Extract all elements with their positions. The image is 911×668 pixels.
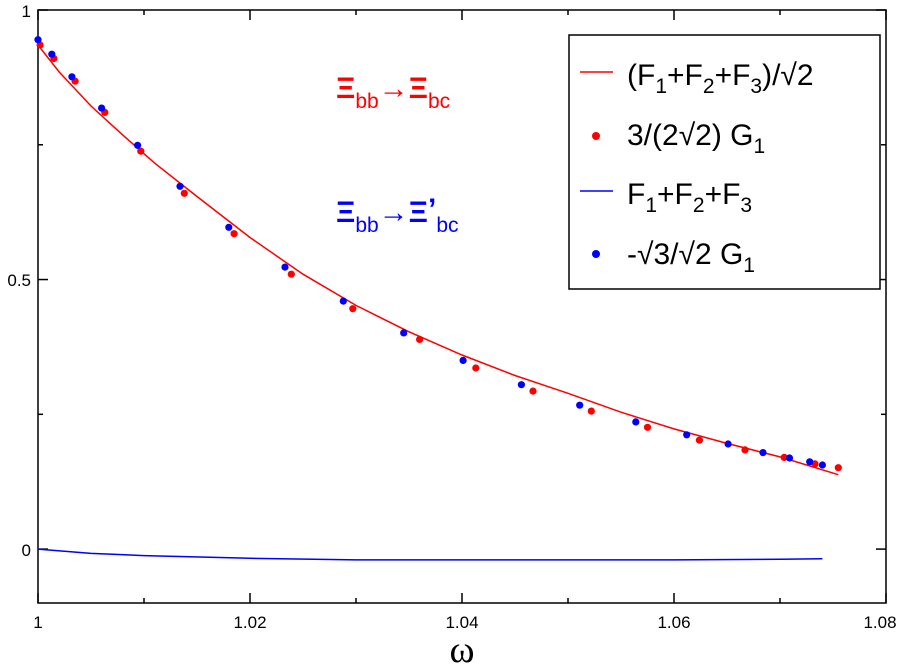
svg-text:Ξbb→Ξbc: Ξbb→Ξbc <box>336 72 450 113</box>
annotation-red: Ξbb→Ξbc <box>336 72 450 113</box>
data-point-series-1 <box>137 147 145 155</box>
data-point-series-3 <box>517 381 526 389</box>
data-point-series-1 <box>695 436 704 444</box>
data-point-series-3 <box>632 418 640 426</box>
data-point-series-3 <box>176 182 184 190</box>
series-line-2 <box>37 548 823 561</box>
x-tick-label: 1.02 <box>233 613 266 632</box>
x-tick-label: 1.08 <box>863 613 896 632</box>
legend-swatch-blue-dot <box>592 250 600 258</box>
data-point-series-1 <box>472 364 480 372</box>
data-point-series-3 <box>68 73 76 81</box>
data-point-series-3 <box>459 356 467 364</box>
data-point-series-3 <box>48 50 56 58</box>
data-point-series-1 <box>780 453 788 461</box>
annotation-blue: Ξbb→Ξ’bc <box>336 193 459 237</box>
data-point-series-3 <box>225 223 233 231</box>
data-point-series-3 <box>806 458 814 466</box>
x-tick-label: 1.06 <box>657 613 690 632</box>
data-point-series-1 <box>287 270 295 278</box>
data-point-series-1 <box>416 335 424 343</box>
data-point-series-1 <box>741 446 749 454</box>
data-point-series-1 <box>230 230 238 238</box>
x-tick-label: 1 <box>33 613 42 632</box>
legend-box <box>568 34 881 290</box>
axis-ticks <box>37 9 887 603</box>
data-point-series-3 <box>134 141 142 149</box>
x-tick-label: 1.04 <box>445 613 478 632</box>
legend-label-blue-dot: -√3/√2 G1 <box>627 238 755 277</box>
legend-label-red-dot: 3/(2√2) G1 <box>627 119 765 158</box>
data-point-series-3 <box>400 329 408 337</box>
data-point-series-3 <box>98 104 106 112</box>
data-point-series-3 <box>785 454 794 462</box>
y-tick-label: 0.5 <box>7 271 31 290</box>
data-point-series-1 <box>349 305 357 313</box>
data-point-series-1 <box>834 464 842 472</box>
data-point-series-3 <box>683 431 691 439</box>
x-axis-title: ω <box>449 629 474 668</box>
y-tick-label: 1 <box>22 2 31 21</box>
data-point-series-1 <box>643 423 652 431</box>
data-point-series-3 <box>818 461 827 469</box>
data-point-series-1 <box>529 387 537 395</box>
data-point-series-3 <box>759 449 767 457</box>
data-point-series-3 <box>34 36 42 44</box>
data-point-series-3 <box>281 263 289 271</box>
data-point-series-3 <box>576 401 584 409</box>
data-point-series-1 <box>587 407 595 415</box>
legend-label-red-line: (F1+F2+F3)/√2 <box>627 59 814 98</box>
y-tick-label: 0 <box>22 541 31 560</box>
series-line-0 <box>37 44 839 476</box>
series-layer <box>34 36 842 561</box>
data-point-series-1 <box>180 189 188 197</box>
legend: (F1+F2+F3)/√2 3/(2√2) G1 F1+F2+F3 -√3/√2… <box>568 34 881 290</box>
svg-text:Ξbb→Ξ’bc: Ξbb→Ξ’bc <box>336 193 459 237</box>
tick-labels: 1 1.02 1.04 1.06 1.08 0 0.5 1 <box>7 2 896 632</box>
legend-swatch-red-dot <box>592 132 600 140</box>
data-point-series-3 <box>724 440 732 448</box>
data-point-series-3 <box>339 297 347 305</box>
